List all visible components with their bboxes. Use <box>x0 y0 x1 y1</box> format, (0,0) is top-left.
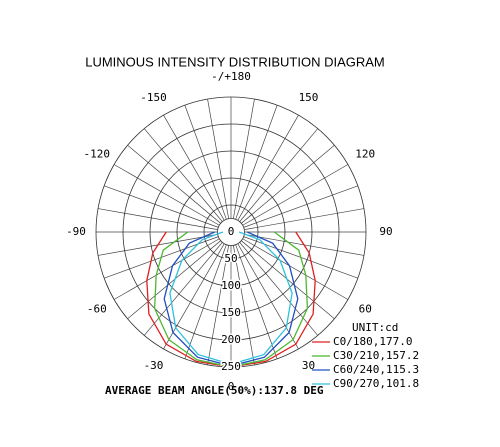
spoke <box>232 245 255 366</box>
spoke <box>207 245 230 366</box>
chart-title: LUMINOUS INTENSITY DISTRIBUTION DIAGRAM <box>85 54 385 69</box>
legend-label: C0/180,177.0 <box>333 335 412 348</box>
spoke <box>143 128 223 222</box>
spoke <box>237 114 299 221</box>
spoke <box>243 185 358 228</box>
intensity-curve <box>163 231 299 367</box>
intensity-curve <box>169 231 293 365</box>
spoke <box>237 243 299 350</box>
spoke <box>163 114 225 221</box>
radial-label: 150 <box>221 306 241 319</box>
radial-label: 200 <box>221 333 241 346</box>
radial-label: 250 <box>221 360 241 373</box>
spoke <box>235 244 278 359</box>
spoke <box>113 238 220 300</box>
legend-label: C30/210,157.2 <box>333 349 419 362</box>
angle-label: -/+180 <box>211 70 251 83</box>
ring <box>176 177 286 287</box>
ring <box>217 218 245 246</box>
spoke <box>232 98 255 219</box>
legend-label: C90/270,101.8 <box>333 377 419 390</box>
spoke <box>184 244 227 359</box>
ring <box>203 204 259 260</box>
angle-label: -120 <box>84 148 111 161</box>
spoke <box>163 243 225 350</box>
angle-label: -90 <box>66 225 86 238</box>
spoke <box>242 164 349 226</box>
spoke <box>184 105 227 220</box>
spoke <box>239 242 319 336</box>
angle-label: 90 <box>379 225 392 238</box>
spoke <box>241 144 335 224</box>
spoke <box>143 242 223 336</box>
angle-label: -60 <box>87 303 107 316</box>
spoke <box>104 185 219 228</box>
radial-label: 50 <box>224 252 237 265</box>
intensity-curve <box>153 231 309 368</box>
radial-label: 0 <box>228 225 235 238</box>
angle-label: 60 <box>359 303 372 316</box>
spoke <box>207 98 230 219</box>
spoke <box>242 238 349 300</box>
unit-label: UNIT:cd <box>352 321 398 334</box>
ring <box>122 123 340 341</box>
angle-label: -30 <box>144 359 164 372</box>
angle-label: -150 <box>140 91 167 104</box>
spoke <box>127 144 221 224</box>
spoke <box>97 208 218 231</box>
radial-label: 100 <box>221 279 241 292</box>
ring <box>149 150 313 314</box>
angle-label: 120 <box>355 148 375 161</box>
spoke <box>244 208 365 231</box>
angle-label: 150 <box>299 91 319 104</box>
legend-label: C60/240,115.3 <box>333 363 419 376</box>
spoke <box>239 128 319 222</box>
footer: AVERAGE BEAM ANGLE(50%):137.8 DEG <box>105 384 324 397</box>
spoke <box>235 105 278 220</box>
angle-label: 0 <box>228 380 235 393</box>
spoke <box>113 164 220 226</box>
angle-label: 30 <box>302 359 315 372</box>
